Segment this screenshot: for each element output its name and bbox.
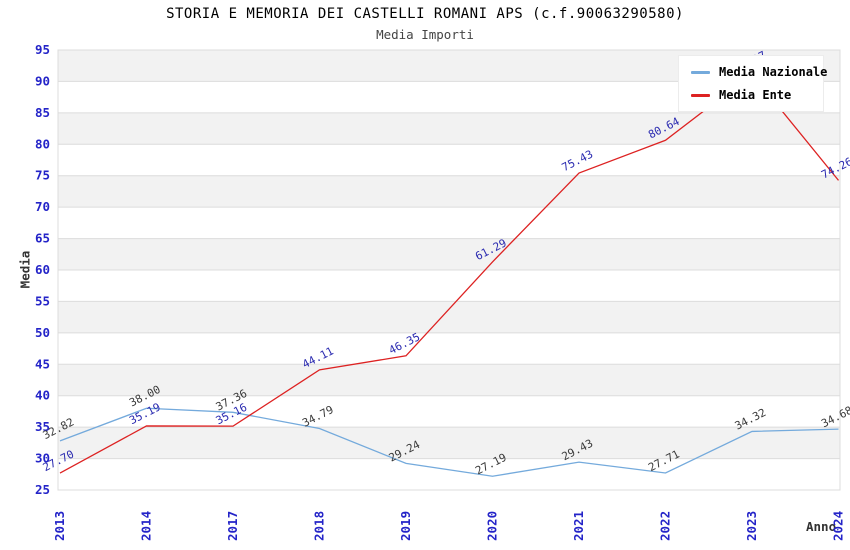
plot-band [58,207,840,239]
x-tick-label: 2013 [52,511,67,541]
y-tick-label: 65 [35,231,50,246]
plot-border [57,49,841,491]
plot-band [58,175,840,208]
y-tick-label: 95 [35,42,50,57]
plot-band [58,238,840,270]
x-tick-label: 2021 [571,511,586,541]
x-tick-label: 2020 [485,511,500,541]
plot-band [58,270,840,302]
x-tick-label: 2022 [658,511,673,541]
x-tick-label: 2014 [139,511,154,541]
y-tick-label: 85 [35,105,50,120]
y-tick-label: 30 [35,451,50,466]
legend-swatch [691,93,710,97]
plot-band [58,301,840,333]
plot-band [58,144,840,176]
x-tick-label: 2024 [831,511,846,541]
plot-band [58,364,840,396]
y-tick-label: 50 [35,325,50,340]
chart-legend: Media Nazionale Media Ente [678,55,827,112]
x-tick-label: 2018 [312,511,327,541]
y-tick-label: 75 [35,168,50,183]
plot-band [58,458,840,490]
y-tick-label: 80 [35,136,50,151]
y-tick-label: 25 [35,482,50,497]
legend-item-media-nazionale: Media Nazionale [691,65,827,79]
y-tick-label: 35 [35,419,50,434]
y-tick-label: 40 [35,388,50,403]
series-line-media-nazionale [59,407,839,477]
y-tick-label: 70 [35,199,50,214]
y-tick-label: 45 [35,356,50,371]
y-tick-label: 90 [35,73,50,88]
legend-item-media-ente: Media Ente [691,88,817,102]
legend-label: Media Ente [719,88,792,102]
chart-title: STORIA E MEMORIA DEI CASTELLI ROMANI APS… [166,6,684,22]
x-tick-label: 2023 [744,511,759,541]
x-axis-label: Anno [806,519,837,534]
plot-band [58,332,840,365]
x-tick-label: 2017 [225,511,240,541]
plot-band [58,112,840,145]
legend-label: Media Nazionale [719,65,828,79]
x-tick-label: 2019 [398,511,413,541]
chart-subtitle: Media Importi [376,27,474,42]
plot-band [58,395,840,428]
legend-swatch [691,70,710,74]
y-tick-label: 60 [35,262,50,277]
plot-band [58,427,840,459]
y-tick-label: 55 [35,293,50,308]
